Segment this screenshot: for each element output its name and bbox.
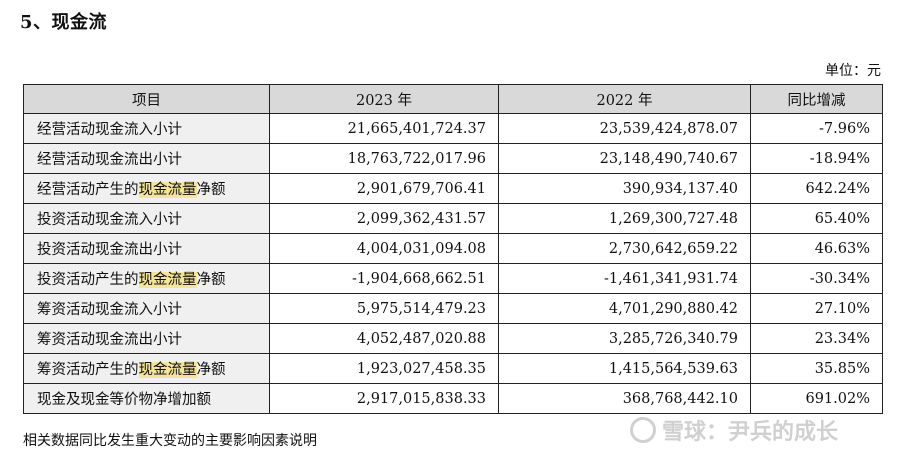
row-item-label: 现金及现金等价物净增加额 [23, 383, 270, 414]
value-yoy: 23.34% [750, 323, 883, 354]
footnote: 相关数据同比发生重大变动的主要影响因素说明 [23, 433, 317, 449]
item-label-text: 经营活动现金流出小计 [37, 152, 182, 168]
row-item-label: 投资活动现金流入小计 [23, 203, 270, 234]
row-item-label: 投资活动产生的现金流量净额 [23, 263, 270, 294]
table-row: 投资活动现金流入小计 2,099,362,431.57 1,269,300,727.… [23, 203, 883, 234]
item-label-text: 筹资活动产生的 [37, 362, 139, 378]
value-2023: 2,901,679,706.41 [269, 173, 499, 204]
item-label-highlight: 现金流量 [138, 272, 197, 288]
value-2023: 2,099,362,431.57 [269, 203, 499, 234]
item-label-text: 投资活动产生的 [37, 272, 139, 288]
row-item-label: 经营活动产生的现金流量净额 [23, 173, 270, 204]
watermark: 雪球：尹兵的成长 [630, 414, 838, 446]
value-yoy: -18.94% [750, 143, 883, 174]
value-2022: 1,415,564,539.63 [498, 353, 751, 384]
table-row: 筹资活动现金流出小计 4,052,487,020.88 3,285,726,340.… [23, 323, 883, 354]
value-yoy: -30.34% [750, 263, 883, 294]
value-2023: 2,917,015,838.33 [269, 383, 499, 414]
row-item-label: 投资活动现金流出小计 [23, 233, 270, 264]
value-2023: 4,004,031,094.08 [269, 233, 499, 264]
header-yoy: 同比增减 [750, 84, 883, 114]
item-label-highlight: 现金流量 [138, 182, 197, 198]
value-yoy: 642.24% [750, 173, 883, 204]
item-label-suffix: 净额 [196, 182, 226, 198]
header-2023: 2023 年 [269, 84, 499, 114]
value-2023: 4,052,487,020.88 [269, 323, 499, 354]
value-2022: 23,148,490,740.67 [498, 143, 751, 174]
row-item-label: 筹资活动产生的现金流量净额 [23, 353, 270, 384]
table-row: 经营活动产生的现金流量净额 2,901,679,706.41 390,934,137… [23, 173, 883, 204]
item-label-text: 投资活动现金流出小计 [37, 242, 182, 258]
value-2023: 1,923,027,458.35 [269, 353, 499, 384]
value-2022: 1,269,300,727.48 [498, 203, 751, 234]
table-row: 经营活动现金流入小计 21,665,401,724.37 23,539,424,87… [23, 113, 883, 144]
value-yoy: 27.10% [750, 293, 883, 324]
value-yoy: 46.63% [750, 233, 883, 264]
item-label-suffix: 净额 [196, 272, 226, 288]
row-item-label: 筹资活动现金流出小计 [23, 323, 270, 354]
value-2022: -1,461,341,931.74 [498, 263, 751, 294]
value-yoy: 35.85% [750, 353, 883, 384]
value-2022: 368,768,442.10 [498, 383, 751, 414]
value-2023: 18,763,722,017.96 [269, 143, 499, 174]
row-item-label: 筹资活动现金流入小计 [23, 293, 270, 324]
value-yoy: 691.02% [750, 383, 883, 414]
item-label-highlight: 现金流量 [138, 362, 197, 378]
value-2023: 21,665,401,724.37 [269, 113, 499, 144]
item-label-text: 筹资活动现金流出小计 [37, 332, 182, 348]
cash-flow-table: 项目 2023 年 2022 年 同比增减 经营活动现金流入小计 21,665,4… [23, 84, 883, 414]
value-2022: 23,539,424,878.07 [498, 113, 751, 144]
value-2022: 4,701,290,880.42 [498, 293, 751, 324]
item-label-text: 筹资活动现金流入小计 [37, 302, 182, 318]
table-row: 投资活动现金流出小计 4,004,031,094.08 2,730,642,659.… [23, 233, 883, 264]
item-label-text: 经营活动现金流入小计 [37, 122, 182, 138]
item-label-suffix: 净额 [196, 362, 226, 378]
value-2022: 390,934,137.40 [498, 173, 751, 204]
xueqiu-logo-icon [630, 417, 656, 443]
watermark-text: 雪球：尹兵的成长 [662, 420, 839, 445]
value-2023: 5,975,514,479.23 [269, 293, 499, 324]
header-item: 项目 [23, 84, 270, 114]
value-yoy: -7.96% [750, 113, 883, 144]
header-2022: 2022 年 [498, 84, 751, 114]
value-2023: -1,904,668,662.51 [269, 263, 499, 294]
item-label-text: 投资活动现金流入小计 [37, 212, 182, 228]
unit-label: 单位：元 [825, 63, 881, 79]
row-item-label: 经营活动现金流出小计 [23, 143, 270, 174]
table-header-row: 项目 2023 年 2022 年 同比增减 [23, 84, 883, 114]
row-item-label: 经营活动现金流入小计 [23, 113, 270, 144]
item-label-text: 经营活动产生的 [37, 182, 139, 198]
table-row: 现金及现金等价物净增加额 2,917,015,838.33 368,768,442.… [23, 383, 883, 414]
section-title: 5、现金流 [20, 12, 108, 33]
value-yoy: 65.40% [750, 203, 883, 234]
table-row: 经营活动现金流出小计 18,763,722,017.96 23,148,490,74… [23, 143, 883, 174]
value-2022: 2,730,642,659.22 [498, 233, 751, 264]
table-row: 筹资活动现金流入小计 5,975,514,479.23 4,701,290,880.… [23, 293, 883, 324]
table-row: 投资活动产生的现金流量净额 -1,904,668,662.51 -1,461,341… [23, 263, 883, 294]
item-label-text: 现金及现金等价物净增加额 [37, 392, 211, 408]
value-2022: 3,285,726,340.79 [498, 323, 751, 354]
table-row: 筹资活动产生的现金流量净额 1,923,027,458.35 1,415,564,5… [23, 353, 883, 384]
